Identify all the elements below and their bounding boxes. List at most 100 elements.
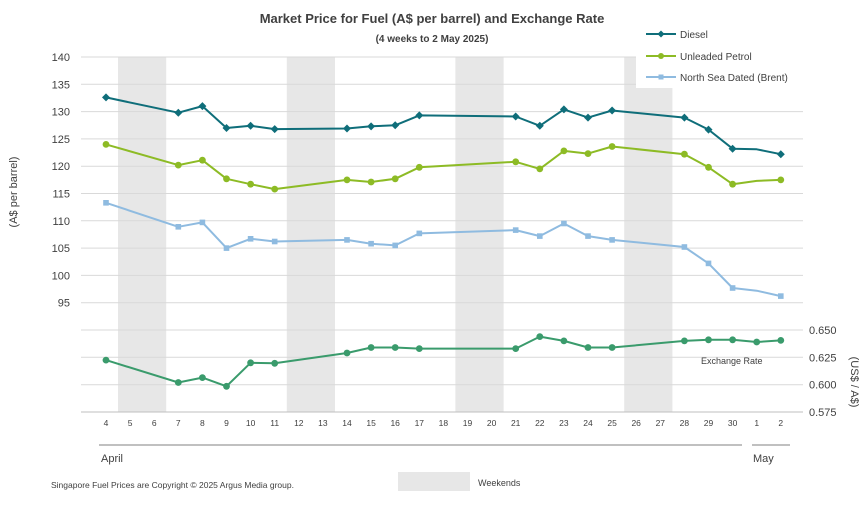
point-exchange-rate-8: [199, 374, 206, 381]
y-right-tick-0.600: 0.600: [809, 380, 837, 392]
x-tick-7: 7: [176, 418, 181, 428]
y-left-tick-130: 130: [52, 107, 70, 119]
point-diesel-24: [584, 113, 592, 122]
axes: 951001051101151201251301351400.5750.6000…: [52, 52, 837, 446]
y-left-tick-115: 115: [52, 189, 70, 201]
point-north-sea-dated-brent-28: [681, 244, 688, 250]
y-left-tick-140: 140: [52, 52, 70, 64]
point-diesel-17: [415, 111, 424, 120]
x-tick-22: 22: [535, 418, 545, 428]
point-diesel-21: [511, 112, 520, 121]
series-line-exchange-rate: [105, 335, 781, 388]
point-diesel-28: [680, 113, 689, 122]
y-left-tick-95: 95: [58, 298, 70, 310]
point-exchange-rate-28: [681, 337, 688, 345]
point-unleaded-petrol-7: [174, 161, 182, 169]
legend-item-brent: North Sea Dated (Brent): [646, 73, 788, 84]
x-tick-25: 25: [607, 418, 617, 428]
legend-item-diesel: Diesel: [646, 30, 708, 41]
y-right-tick-0.575: 0.575: [809, 407, 837, 419]
x-tick-17: 17: [415, 418, 425, 428]
point-exchange-rate-10: [247, 359, 255, 367]
x-tick-26: 26: [631, 418, 641, 428]
point-north-sea-dated-brent-7: [175, 224, 182, 230]
x-tick-11: 11: [270, 418, 279, 428]
y-left-tick-125: 125: [52, 134, 70, 146]
chart-text: Market Price for Fuel (A$ per barrel) an…: [8, 11, 860, 491]
legend-label-unleaded: Unleaded Petrol: [680, 52, 752, 63]
x-tick-16: 16: [390, 418, 400, 428]
point-diesel-15: [367, 122, 376, 131]
weekend-band-4: [624, 57, 673, 412]
point-exchange-rate-25: [608, 344, 616, 351]
x-tick-29: 29: [704, 418, 714, 428]
point-unleaded-petrol-11: [271, 185, 279, 193]
point-exchange-rate-2: [777, 337, 785, 344]
series-line-diesel: [105, 96, 781, 156]
x-tick-14: 14: [342, 418, 352, 428]
y-right-tick-0.650: 0.650: [809, 325, 837, 337]
x-tick-8: 8: [200, 418, 205, 428]
point-unleaded-petrol-23: [560, 147, 568, 155]
point-diesel-22: [535, 121, 544, 130]
point-diesel-2: [776, 150, 785, 159]
point-north-sea-dated-brent-25: [609, 237, 615, 243]
month-label-april: April: [101, 453, 123, 465]
x-tick-2: 2: [778, 418, 783, 428]
point-exchange-rate-22: [536, 333, 544, 340]
point-diesel-11: [270, 125, 279, 134]
x-tick-30: 30: [728, 418, 738, 428]
legend-label-brent: North Sea Dated (Brent): [680, 73, 788, 84]
series-markers: [102, 93, 785, 390]
point-diesel-25: [608, 106, 617, 115]
x-tick-9: 9: [224, 418, 229, 428]
point-unleaded-petrol-10: [247, 180, 255, 188]
x-tick-23: 23: [559, 418, 569, 428]
point-exchange-rate-17: [415, 345, 423, 352]
point-north-sea-dated-brent-21: [512, 227, 519, 233]
point-north-sea-dated-brent-4: [103, 200, 109, 206]
point-exchange-rate-29: [705, 336, 712, 344]
point-diesel-4: [102, 93, 110, 102]
x-tick-19: 19: [463, 418, 473, 428]
point-diesel-29: [704, 125, 713, 134]
point-north-sea-dated-brent-14: [344, 237, 350, 243]
weekend-band-2: [286, 57, 335, 412]
point-north-sea-dated-brent-17: [416, 230, 423, 237]
x-tick-13: 13: [318, 418, 328, 428]
y-right-tick-0.625: 0.625: [809, 352, 837, 364]
point-exchange-rate-23: [560, 337, 568, 345]
y-left-tick-105: 105: [52, 243, 70, 255]
point-north-sea-dated-brent-10: [247, 236, 254, 242]
x-tick-10: 10: [246, 418, 256, 428]
point-north-sea-dated-brent-22: [537, 233, 543, 239]
y-left-tick-110: 110: [52, 216, 70, 228]
point-exchange-rate-15: [367, 344, 375, 351]
point-exchange-rate-21: [512, 345, 520, 352]
point-diesel-14: [343, 124, 351, 133]
point-diesel-16: [391, 121, 400, 130]
weekend-band-3: [455, 57, 504, 412]
x-tick-28: 28: [680, 418, 690, 428]
y-left-tick-135: 135: [52, 79, 70, 91]
point-exchange-rate-11: [271, 359, 279, 367]
point-exchange-rate-1: [753, 338, 761, 346]
x-tick-24: 24: [583, 418, 593, 428]
point-unleaded-petrol-16: [391, 175, 399, 183]
point-unleaded-petrol-15: [367, 178, 375, 186]
point-unleaded-petrol-14: [343, 176, 351, 184]
point-north-sea-dated-brent-29: [705, 260, 712, 267]
x-tick-12: 12: [294, 418, 304, 428]
month-label-may: May: [753, 453, 774, 465]
legend-item-unleaded: Unleaded Petrol: [646, 52, 752, 63]
point-diesel-8: [198, 102, 207, 111]
legend-label-diesel: Diesel: [680, 30, 708, 41]
point-unleaded-petrol-25: [608, 143, 616, 150]
point-exchange-rate-16: [391, 344, 399, 351]
exchange-rate-annotation: Exchange Rate: [701, 356, 763, 366]
x-tick-20: 20: [487, 418, 497, 428]
point-unleaded-petrol-9: [223, 175, 230, 183]
point-unleaded-petrol-8: [199, 156, 206, 164]
